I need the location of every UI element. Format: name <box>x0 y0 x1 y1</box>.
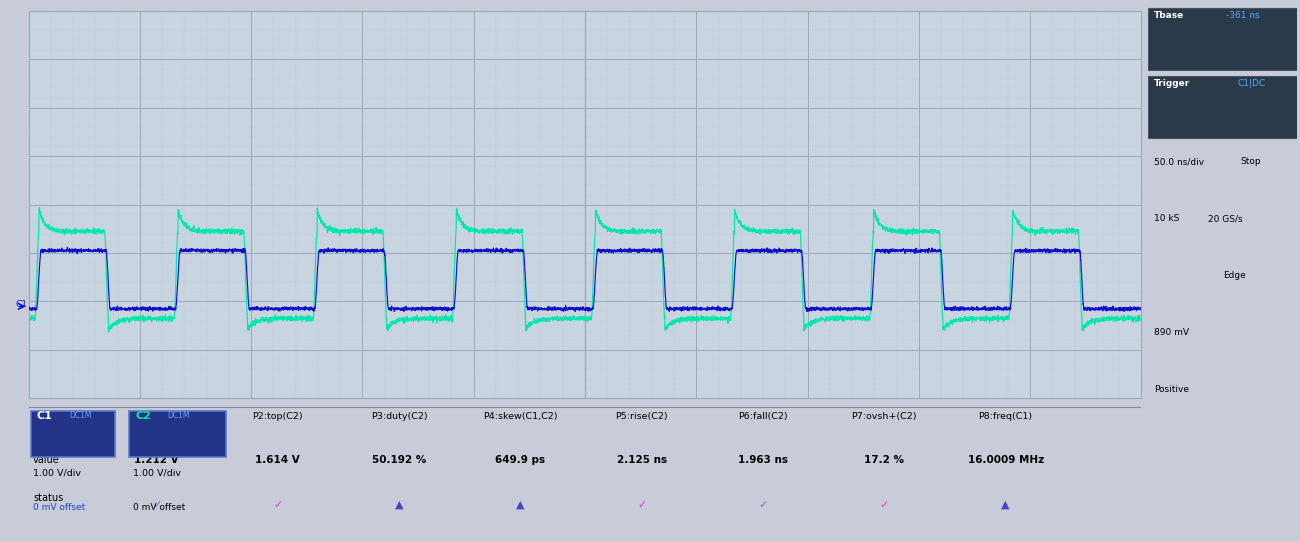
Text: P4:skew(C1,C2): P4:skew(C1,C2) <box>484 412 558 421</box>
Text: 1.212 V: 1.212 V <box>134 455 179 464</box>
Text: 50.192 %: 50.192 % <box>372 455 426 464</box>
Text: 1.00 V/div: 1.00 V/div <box>134 469 182 478</box>
Text: ▲: ▲ <box>516 500 525 509</box>
Text: Stop: Stop <box>1240 157 1261 166</box>
Text: Measure: Measure <box>32 415 81 425</box>
Text: value: value <box>32 455 60 464</box>
FancyBboxPatch shape <box>31 411 116 457</box>
Text: P8:freq(C1): P8:freq(C1) <box>979 412 1032 421</box>
Text: C1|DC: C1|DC <box>1238 79 1266 88</box>
Text: DC1M: DC1M <box>69 411 91 420</box>
FancyBboxPatch shape <box>1148 8 1297 70</box>
Text: Positive: Positive <box>1154 385 1190 394</box>
Text: 10 kS: 10 kS <box>1154 214 1179 223</box>
Text: P2:top(C2): P2:top(C2) <box>252 412 303 421</box>
FancyBboxPatch shape <box>1148 76 1297 138</box>
Text: ▲: ▲ <box>1001 500 1010 509</box>
Text: C1: C1 <box>36 411 52 421</box>
Text: ✓: ✓ <box>152 500 161 509</box>
Text: 0 mV offset: 0 mV offset <box>32 502 84 512</box>
Text: C1: C1 <box>16 300 27 309</box>
Text: ✓: ✓ <box>880 500 889 509</box>
Text: P1:top(C1): P1:top(C1) <box>131 412 182 421</box>
Text: P3:duty(C2): P3:duty(C2) <box>370 412 428 421</box>
Text: 649.9 ps: 649.9 ps <box>495 455 546 464</box>
Text: Tbase: Tbase <box>1154 11 1184 20</box>
Text: ✓: ✓ <box>758 500 768 509</box>
Text: C2: C2 <box>135 411 151 421</box>
FancyBboxPatch shape <box>129 411 226 457</box>
Text: ✓: ✓ <box>273 500 282 509</box>
Text: -361 ns: -361 ns <box>1226 11 1260 20</box>
Text: 0 mV offset: 0 mV offset <box>134 502 186 512</box>
Text: Edge: Edge <box>1223 271 1245 280</box>
Text: DC1M: DC1M <box>168 411 190 420</box>
Text: 17.2 %: 17.2 % <box>864 455 905 464</box>
Text: P6:fall(C2): P6:fall(C2) <box>738 412 788 421</box>
Text: 50.0 ns/div: 50.0 ns/div <box>1154 157 1204 166</box>
Text: ✓: ✓ <box>637 500 646 509</box>
Text: 890 mV: 890 mV <box>1154 328 1190 337</box>
Text: 16.0009 MHz: 16.0009 MHz <box>967 455 1044 464</box>
Text: 1.963 ns: 1.963 ns <box>738 455 788 464</box>
Text: 1.00 V/div: 1.00 V/div <box>32 469 81 478</box>
Text: P7:ovsh+(C2): P7:ovsh+(C2) <box>852 412 916 421</box>
Text: 20 GS/s: 20 GS/s <box>1208 214 1243 223</box>
Text: Trigger: Trigger <box>1154 79 1190 88</box>
Text: 1.614 V: 1.614 V <box>256 455 300 464</box>
Text: ▲: ▲ <box>395 500 403 509</box>
Text: 2.125 ns: 2.125 ns <box>616 455 667 464</box>
Text: status: status <box>32 493 64 502</box>
Text: P5:rise(C2): P5:rise(C2) <box>615 412 668 421</box>
